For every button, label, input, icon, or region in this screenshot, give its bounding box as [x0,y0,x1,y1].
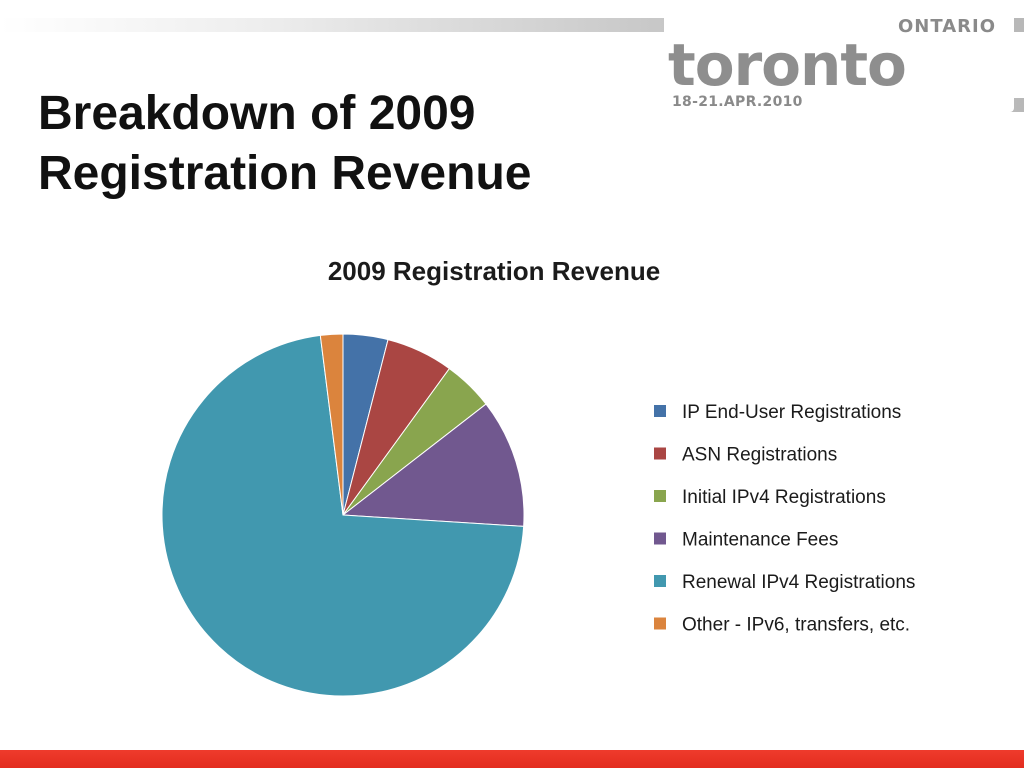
pie-slice-4 [341,403,525,527]
legend-swatch-2 [654,447,666,460]
legend-swatch-5 [654,575,666,587]
legend-swatch-6 [654,617,666,630]
legend-swatch-1 [654,405,666,417]
bottom-decorative-band [0,750,1024,768]
chart-container: 2009 Registration Revenue IP End-User Re… [0,230,1024,730]
chart-svg: 2009 Registration Revenue IP End-User Re… [161,256,915,697]
logo-date-text: 18-21.APR.2010 [672,94,803,110]
chart-title: 2009 Registration Revenue [328,256,660,286]
legend-swatch-3 [654,490,666,502]
legend-label-5: Renewal IPv4 Registrations [682,572,915,593]
slide-title-line-2: Registration Revenue [38,147,532,200]
slide-title: Breakdown of 2009 Registration Revenue [38,84,638,204]
logo-main-text: toronto [668,31,907,99]
pie-slice-5 [161,334,525,697]
legend-label-4: Maintenance Fees [682,530,838,551]
legend-label-2: ASN Registrations [682,445,837,466]
legend-group: IP End-User Registrations ASN Registratio… [654,402,915,636]
pie-group [161,333,525,697]
legend-label-6: Other - IPv6, transfers, etc. [682,615,910,636]
pie-slice-6 [319,333,344,516]
slide-title-line-1: Breakdown of 2009 [38,87,476,140]
toronto-logo: ONTARIO toronto 18-21.APR.2010 [664,10,1014,112]
legend-label-3: Initial IPv4 Registrations [682,487,886,508]
logo-ontario-text: ONTARIO [897,16,996,37]
legend-swatch-4 [654,532,666,545]
legend-label-1: IP End-User Registrations [682,402,901,423]
